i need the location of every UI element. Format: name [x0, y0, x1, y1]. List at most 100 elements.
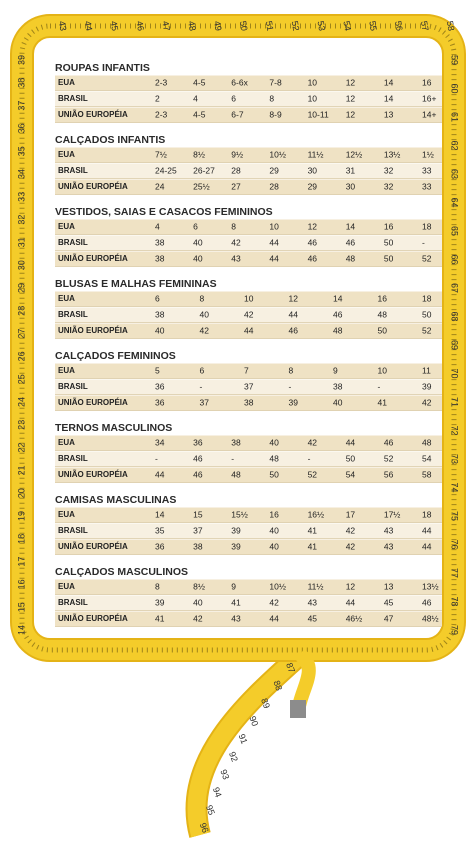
- cell: 27: [231, 181, 241, 191]
- cell: 31: [346, 165, 356, 175]
- cell: -: [231, 453, 234, 463]
- cell: 42: [244, 309, 254, 319]
- tape-number: 26: [16, 351, 26, 361]
- row-bg: [55, 91, 442, 107]
- cell: -: [308, 453, 311, 463]
- tape-number: 34: [16, 169, 26, 179]
- row-bg: [55, 307, 442, 323]
- cell: 14: [384, 93, 394, 103]
- cell: 4-5: [193, 109, 206, 119]
- cell: 48: [269, 453, 279, 463]
- cell: 44: [422, 541, 432, 551]
- cell: 40: [269, 525, 279, 535]
- cell: 48: [231, 469, 241, 479]
- cell: 4: [193, 93, 198, 103]
- cell: 18: [422, 221, 432, 231]
- tape-number: 70: [450, 368, 460, 378]
- cell: 43: [231, 253, 241, 263]
- tape-number: 60: [450, 83, 460, 93]
- section-title: CALÇADOS FEMININOS: [55, 350, 176, 362]
- row-label: BRASIL: [58, 454, 88, 463]
- tape-number: 72: [450, 425, 460, 435]
- cell: 33: [422, 165, 432, 175]
- row-label: BRASIL: [58, 310, 88, 319]
- cell: -: [422, 237, 425, 247]
- cell: 13: [384, 109, 394, 119]
- cell: 8: [269, 93, 274, 103]
- cell: 46: [193, 453, 203, 463]
- tape-tail-face: [187, 648, 307, 838]
- cell: 46: [422, 597, 432, 607]
- row-bg: [55, 611, 442, 627]
- tape-number: 56: [393, 20, 405, 32]
- cell: 2: [155, 93, 160, 103]
- tape-number: 66: [450, 254, 460, 264]
- tape-number: 30: [16, 260, 26, 270]
- cell: 42: [346, 525, 356, 535]
- cell: 8½: [193, 149, 205, 159]
- cell: 50: [269, 469, 279, 479]
- cell: 10: [269, 221, 279, 231]
- cell: 16: [422, 77, 432, 87]
- cell: 26-27: [193, 165, 215, 175]
- cell: 48: [378, 309, 388, 319]
- cell: 10: [308, 77, 318, 87]
- cell: 29: [269, 165, 279, 175]
- row-label: BRASIL: [58, 94, 88, 103]
- cell: 50: [346, 453, 356, 463]
- row-label: UNIÃO EUROPÉIA: [58, 614, 128, 623]
- cell: 48: [346, 253, 356, 263]
- cell: 39: [289, 397, 299, 407]
- row-bg: [55, 323, 442, 339]
- row-bg: [55, 235, 442, 251]
- cell: 24: [155, 181, 165, 191]
- cell: 45: [384, 597, 394, 607]
- cell: 37: [193, 525, 203, 535]
- tape-number: 58: [445, 20, 457, 32]
- row-label: EUA: [58, 150, 75, 159]
- cell: 46: [308, 237, 318, 247]
- tape-number: 23: [16, 420, 26, 430]
- tape-number: 87: [284, 661, 297, 674]
- row-bg: [55, 579, 442, 595]
- cell: 56: [384, 469, 394, 479]
- tape-number: 74: [450, 482, 460, 492]
- cell: 45: [308, 613, 318, 623]
- cell: 54: [422, 453, 432, 463]
- row-label: BRASIL: [58, 238, 88, 247]
- tape-number: 88: [271, 679, 284, 692]
- cell: 6: [155, 293, 160, 303]
- cell: 14: [155, 509, 165, 519]
- cell: 8: [200, 293, 205, 303]
- tape-number: 52: [290, 20, 302, 32]
- cell: 34: [155, 437, 165, 447]
- tape-number: 22: [16, 443, 26, 453]
- tape-number: 25: [16, 374, 26, 384]
- row-bg: [55, 451, 442, 467]
- cell: 46: [289, 325, 299, 335]
- tape-number: 44: [83, 20, 95, 32]
- tape-number: 57: [419, 20, 431, 32]
- cell: 16: [269, 509, 279, 519]
- cell: 36: [193, 437, 203, 447]
- cell: 44: [346, 437, 356, 447]
- section-title: BLUSAS E MALHAS FEMININAS: [55, 278, 217, 290]
- tape-number: 76: [450, 539, 460, 549]
- cell: 8: [231, 221, 236, 231]
- section-title: CAMISAS MASCULINAS: [55, 494, 176, 506]
- row-bg: [55, 395, 442, 411]
- cell: 44: [269, 613, 279, 623]
- tape-number: 63: [450, 169, 460, 179]
- tape-number: 16: [16, 579, 26, 589]
- cell: 11: [422, 365, 431, 375]
- row-label: BRASIL: [58, 382, 88, 391]
- cell: 39: [231, 525, 241, 535]
- tape-number: 64: [450, 197, 460, 207]
- cell: 44: [269, 253, 279, 263]
- cell: -: [155, 453, 158, 463]
- tape-number: 46: [134, 20, 146, 32]
- tape-number: 21: [16, 465, 26, 475]
- cell: 12: [346, 77, 356, 87]
- row-bg: [55, 595, 442, 611]
